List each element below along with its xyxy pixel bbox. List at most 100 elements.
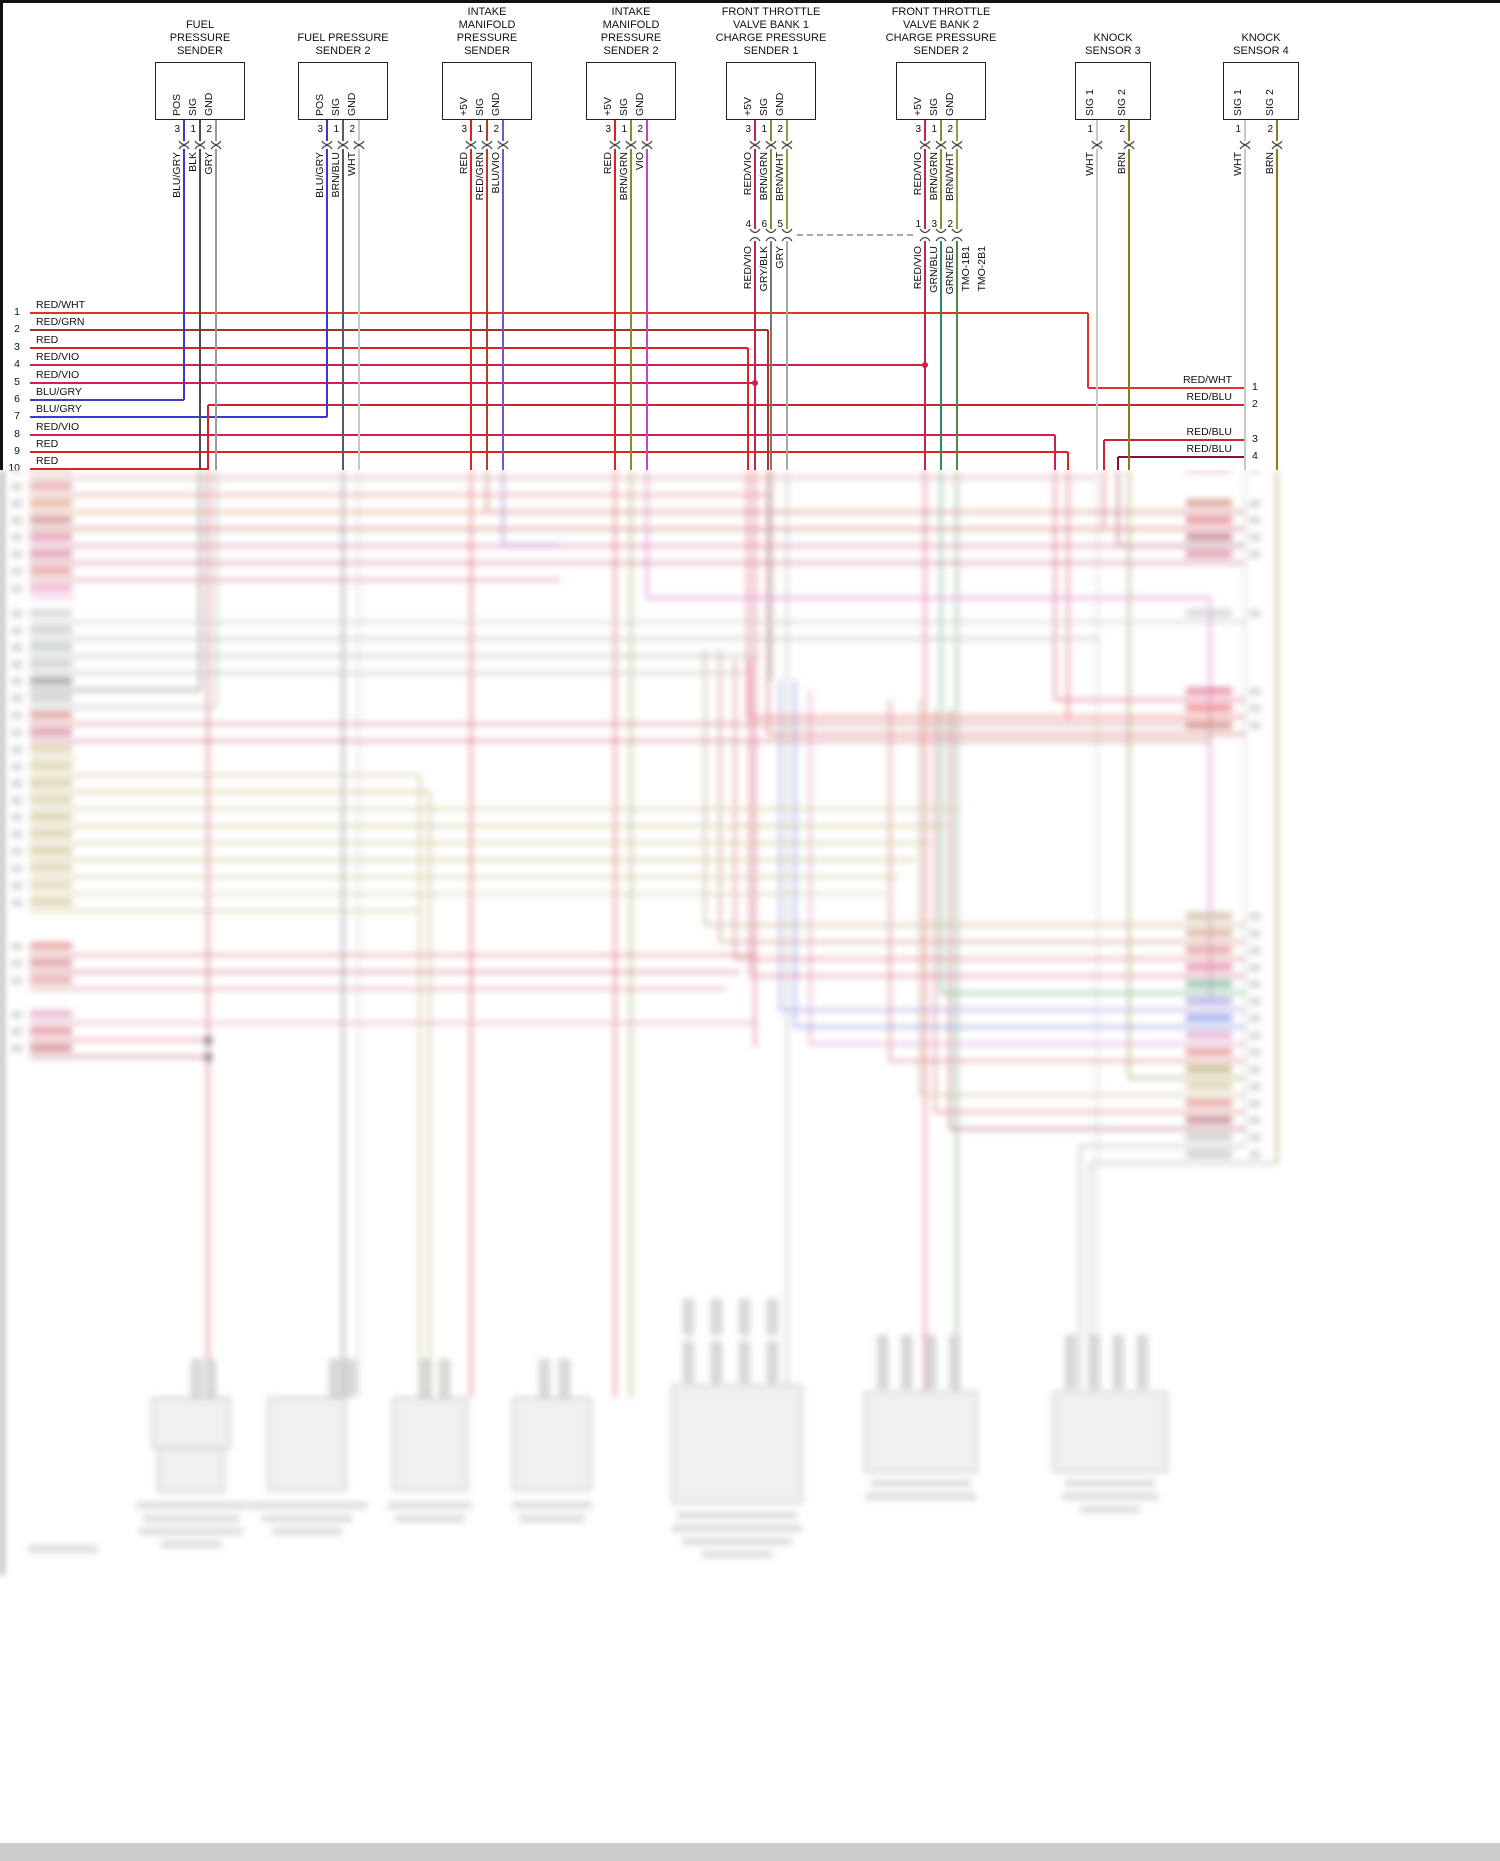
connector-bracket-icon xyxy=(919,140,931,146)
blurred-number xyxy=(1250,722,1260,729)
blurred-pin-stub xyxy=(1065,1335,1076,1389)
bus-number: 9 xyxy=(14,445,20,457)
connector-box xyxy=(1223,62,1299,120)
wire-label: BRN xyxy=(1116,152,1128,175)
blurred-number xyxy=(1250,1083,1260,1090)
connector-title: INTAKE MANIFOLD PRESSURE SENDER 2 xyxy=(600,6,662,57)
blurred-number xyxy=(12,483,22,490)
connector-bracket-icon xyxy=(194,144,206,150)
bus-label: RED/VIO xyxy=(36,421,80,433)
pin-label: SIG xyxy=(474,97,486,116)
connector-bracket-icon xyxy=(321,144,333,150)
pin-number: 3 xyxy=(174,124,180,135)
blurred-label xyxy=(1186,687,1232,695)
connector-bracket-icon xyxy=(641,144,653,150)
blurred-number xyxy=(1250,998,1260,1005)
connector-bracket-icon xyxy=(353,140,365,146)
connector-bracket-icon xyxy=(1091,140,1103,146)
pin-number: 2 xyxy=(206,124,212,135)
bus-label: RED/VIO xyxy=(36,369,80,381)
wire-label: RED xyxy=(602,152,614,175)
pin-number: 2 xyxy=(637,124,643,135)
connector-bracket-icon xyxy=(1123,140,1135,146)
blurred-number xyxy=(12,814,22,821)
connector-bracket-icon xyxy=(781,144,793,150)
connector-bracket-icon xyxy=(749,144,761,150)
wire-label: VIO xyxy=(634,152,646,171)
blurred-number xyxy=(12,729,22,736)
exit-label: RED/WHT xyxy=(1183,374,1232,386)
blurred-label xyxy=(30,626,72,634)
pin-label: GND xyxy=(944,92,956,116)
pin-number: 2 xyxy=(1119,124,1125,135)
blurred-label xyxy=(30,745,72,753)
connector-title: FRONT THROTTLE VALVE BANK 2 CHARGE PRESSUR… xyxy=(885,6,997,57)
inline-pin-number: 4 xyxy=(745,219,751,230)
bus-number: 5 xyxy=(14,376,20,388)
wire-label: BRN/WHT xyxy=(944,152,956,201)
pin-label: SIG xyxy=(618,97,630,116)
blurred-label xyxy=(1186,1031,1232,1039)
blurred-pin-stub xyxy=(1089,1335,1100,1389)
wire-label: BRN/GRN xyxy=(928,152,940,201)
pin-label: POS xyxy=(171,93,183,116)
blurred-label xyxy=(30,847,72,855)
blurred-label xyxy=(1186,721,1232,729)
blurred-pin-stub xyxy=(683,1299,694,1335)
connector-bracket-icon xyxy=(1123,144,1135,150)
inline-wire-label: GRY/BLK xyxy=(758,246,770,292)
exit-label: RED/BLU xyxy=(1186,426,1232,438)
bus-number: 3 xyxy=(14,341,20,353)
blurred-number xyxy=(1250,1066,1260,1073)
blurred-caption xyxy=(136,1502,246,1509)
pin-number: 1 xyxy=(1087,124,1093,135)
blurred-label xyxy=(30,482,72,490)
connector-box xyxy=(586,62,676,120)
connector-bracket-icon xyxy=(781,140,793,146)
blurred-pin-stub xyxy=(559,1359,570,1397)
junction-dot xyxy=(922,362,928,368)
connector-bracket-icon xyxy=(481,144,493,150)
wire-label: RED/VIO xyxy=(742,152,754,196)
blurred-caption xyxy=(388,1502,472,1509)
blurred-number xyxy=(12,977,22,984)
pin-label: SIG 2 xyxy=(1264,89,1276,116)
bus-number: 10 xyxy=(8,462,20,474)
pin-number: 2 xyxy=(349,124,355,135)
connector-bracket-icon xyxy=(765,140,777,146)
inline-pin-number: 3 xyxy=(931,219,937,230)
pin-label: +5V xyxy=(458,97,470,116)
bus-number: 1 xyxy=(14,306,20,318)
blurred-pin-stub xyxy=(739,1299,750,1335)
blurred-number xyxy=(12,797,22,804)
bus-label: RED xyxy=(36,334,59,346)
blurred-number xyxy=(1250,500,1260,507)
blurred-number xyxy=(12,712,22,719)
wire-label: BLU/GRY xyxy=(171,152,183,198)
connector-tag: TMO-1B1 xyxy=(960,246,972,292)
wire-label: WHT xyxy=(1232,152,1244,176)
blurred-label xyxy=(1186,704,1232,712)
bus-number: 2 xyxy=(14,323,20,335)
blurred-number xyxy=(12,882,22,889)
blurred-number xyxy=(12,568,22,575)
blurred-pin-stub xyxy=(877,1335,888,1389)
blurred-label xyxy=(1186,516,1232,524)
pin-number: 1 xyxy=(333,124,339,135)
blurred-label xyxy=(30,584,72,592)
pin-number: 2 xyxy=(1267,124,1273,135)
blurred-number xyxy=(1250,517,1260,524)
blurred-label xyxy=(30,762,72,770)
blurred-label xyxy=(30,516,72,524)
wire-label: BLU/GRY xyxy=(314,152,326,198)
inline-pin-number: 1 xyxy=(915,219,921,230)
pin-number: 3 xyxy=(915,124,921,135)
blurred-number xyxy=(12,517,22,524)
bus-label: BLU/GRY xyxy=(36,403,82,415)
pin-label: SIG 1 xyxy=(1084,89,1096,116)
pin-number: 1 xyxy=(190,124,196,135)
blurred-label xyxy=(30,813,72,821)
blurred-number xyxy=(1250,1032,1260,1039)
connector-title: FRONT THROTTLE VALVE BANK 1 CHARGE PRESSUR… xyxy=(715,6,827,57)
